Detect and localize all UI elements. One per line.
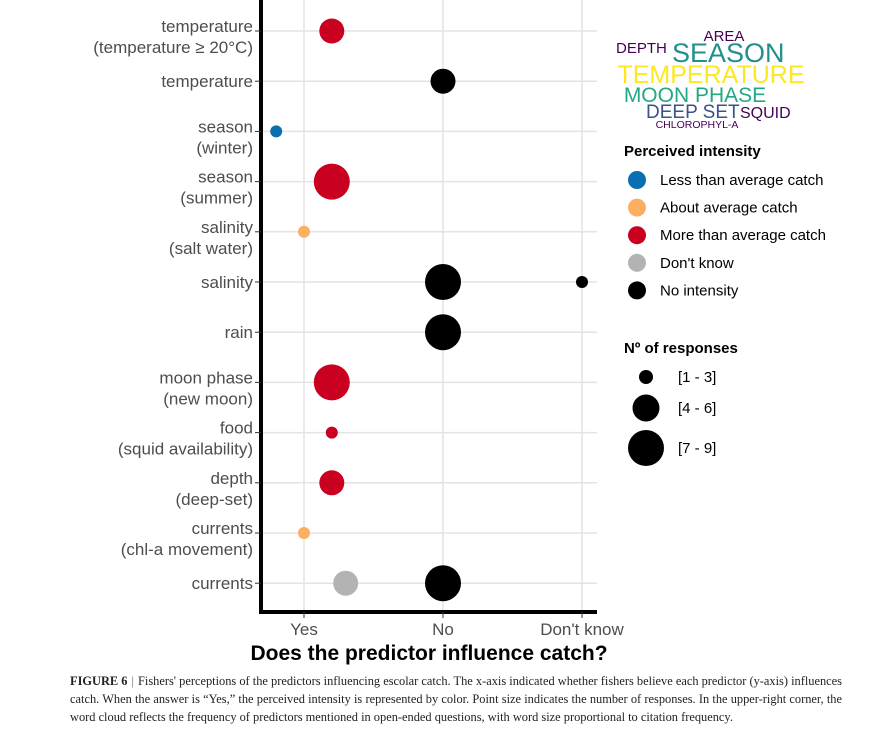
- data-point: [270, 125, 283, 138]
- data-point: [425, 565, 461, 602]
- y-tick-label: salinity (salt water): [169, 218, 254, 258]
- y-tick-label-line: salinity: [201, 218, 253, 237]
- y-tick-label-line: (salt water): [169, 239, 253, 258]
- x-tick-label: Don't know: [540, 620, 624, 639]
- data-point: [425, 264, 461, 300]
- legend-label: [7 - 9]: [678, 440, 716, 457]
- word-cloud-word: DEPTH: [616, 40, 667, 57]
- legend-label: [4 - 6]: [678, 400, 716, 417]
- legend-color-swatch: [628, 281, 646, 300]
- legend-color-swatch: [628, 253, 646, 272]
- legend-label: More than average catch: [660, 227, 826, 244]
- data-point: [313, 364, 350, 401]
- y-tick-label-line: (squid availability): [118, 440, 253, 459]
- legend-number-of-responses: Nº of responses [1 - 3] [4 - 6] [7 - 9]: [624, 340, 738, 466]
- data-point: [425, 314, 461, 351]
- data-point: [325, 426, 338, 439]
- chart: temperature (temperature ≥ 20°C)temperatu…: [93, 0, 826, 665]
- word-cloud-word: MOON PHASE: [624, 84, 766, 107]
- word-cloud-word: SEASON: [672, 38, 785, 68]
- figure-caption: FIGURE 6 | Fishers' perceptions of the pre…: [70, 672, 842, 726]
- word-cloud-word: AREA: [704, 28, 745, 45]
- word-cloud-word: TEMPERATURE: [617, 61, 804, 89]
- y-tick-label-line: (temperature ≥ 20°C): [93, 38, 253, 57]
- data-point: [319, 18, 345, 44]
- legend-label: Don't know: [660, 255, 734, 272]
- y-tick-label-line: food: [220, 419, 253, 438]
- word-cloud-word: DEEP SET: [646, 102, 740, 123]
- data-point: [319, 470, 345, 496]
- y-tick-label: season (winter): [196, 117, 253, 157]
- y-tick-label: season (summer): [180, 168, 253, 208]
- y-tick-label: salinity: [201, 273, 253, 292]
- data-points: [270, 18, 588, 602]
- grid-lines: [261, 0, 597, 612]
- y-tick-label-line: temperature: [161, 72, 253, 91]
- y-tick-label: food (squid availability): [118, 419, 253, 459]
- x-tick-label: Yes: [290, 620, 318, 639]
- y-tick-label: depth (deep-set): [176, 469, 253, 509]
- legend-size-swatch: [639, 370, 653, 384]
- y-tick-label-line: temperature: [161, 17, 253, 36]
- word-cloud-word: SQUID: [740, 105, 791, 122]
- legend-color-swatch: [628, 171, 646, 189]
- y-tick-label-line: salinity: [201, 273, 253, 292]
- legend-label: Less than average catch: [660, 172, 823, 189]
- y-tick-label-line: moon phase: [159, 368, 253, 387]
- y-tick-label-line: currents: [192, 519, 253, 538]
- caption-separator: |: [131, 674, 134, 688]
- x-tick-label: No: [432, 620, 454, 639]
- y-tick-label-line: season: [198, 168, 253, 187]
- legend-label: [1 - 3]: [678, 369, 716, 386]
- y-tick-label: rain: [225, 323, 253, 342]
- legend-color-swatch: [628, 198, 646, 217]
- legend-title: Nº of responses: [624, 340, 738, 357]
- y-tick-label-line: (chl-a movement): [121, 540, 253, 559]
- legend-title: Perceived intensity: [624, 143, 761, 160]
- y-tick-label-line: season: [198, 117, 253, 136]
- data-point: [576, 276, 588, 288]
- y-tick-label-line: depth: [210, 469, 253, 488]
- y-tick-label-line: (summer): [180, 189, 253, 208]
- y-tick-label: temperature (temperature ≥ 20°C): [93, 17, 253, 57]
- y-tick-label: temperature: [161, 72, 253, 91]
- data-point: [313, 163, 350, 200]
- y-tick-label-line: (new moon): [163, 389, 253, 408]
- axes: [255, 0, 597, 618]
- figure-label: FIGURE 6: [70, 674, 128, 688]
- data-point: [430, 68, 456, 94]
- x-axis-title: Does the predictor influence catch?: [250, 642, 607, 665]
- y-tick-label-line: rain: [225, 323, 253, 342]
- legend-color-swatch: [628, 226, 646, 245]
- y-tick-label-line: (deep-set): [176, 490, 253, 509]
- word-cloud-word: CHLOROPHYL-A: [656, 119, 739, 131]
- caption-text: Fishers' perceptions of the predictors i…: [70, 674, 843, 724]
- y-axis-labels: temperature (temperature ≥ 20°C)temperatu…: [93, 17, 253, 593]
- legend-label: About average catch: [660, 200, 798, 217]
- data-point: [333, 570, 359, 596]
- y-tick-label: currents (chl-a movement): [121, 519, 253, 559]
- legend-size-swatch: [632, 394, 660, 422]
- data-point: [298, 527, 310, 539]
- y-tick-label: currents: [192, 574, 253, 593]
- y-tick-label-line: (winter): [196, 138, 253, 157]
- legend-size-swatch: [628, 430, 664, 466]
- data-point: [298, 225, 310, 238]
- y-tick-label: moon phase (new moon): [159, 368, 253, 408]
- legend-perceived-intensity: Perceived intensity Less than average cat…: [624, 143, 826, 300]
- x-axis-labels: Yes No Don't know: [290, 620, 624, 639]
- y-tick-label-line: currents: [192, 574, 253, 593]
- legend-label: No intensity: [660, 282, 739, 299]
